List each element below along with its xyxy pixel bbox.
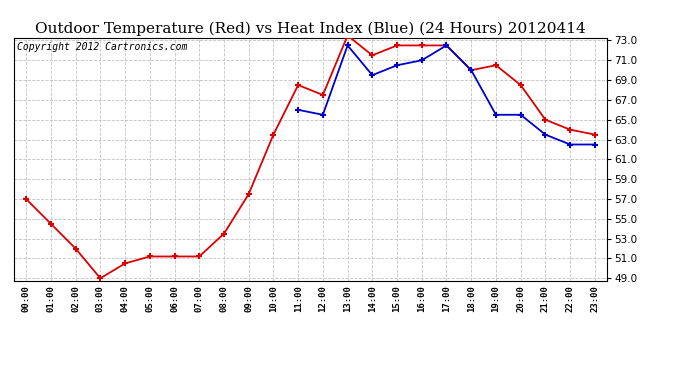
Title: Outdoor Temperature (Red) vs Heat Index (Blue) (24 Hours) 20120414: Outdoor Temperature (Red) vs Heat Index … (35, 22, 586, 36)
Text: Copyright 2012 Cartronics.com: Copyright 2012 Cartronics.com (17, 42, 187, 52)
